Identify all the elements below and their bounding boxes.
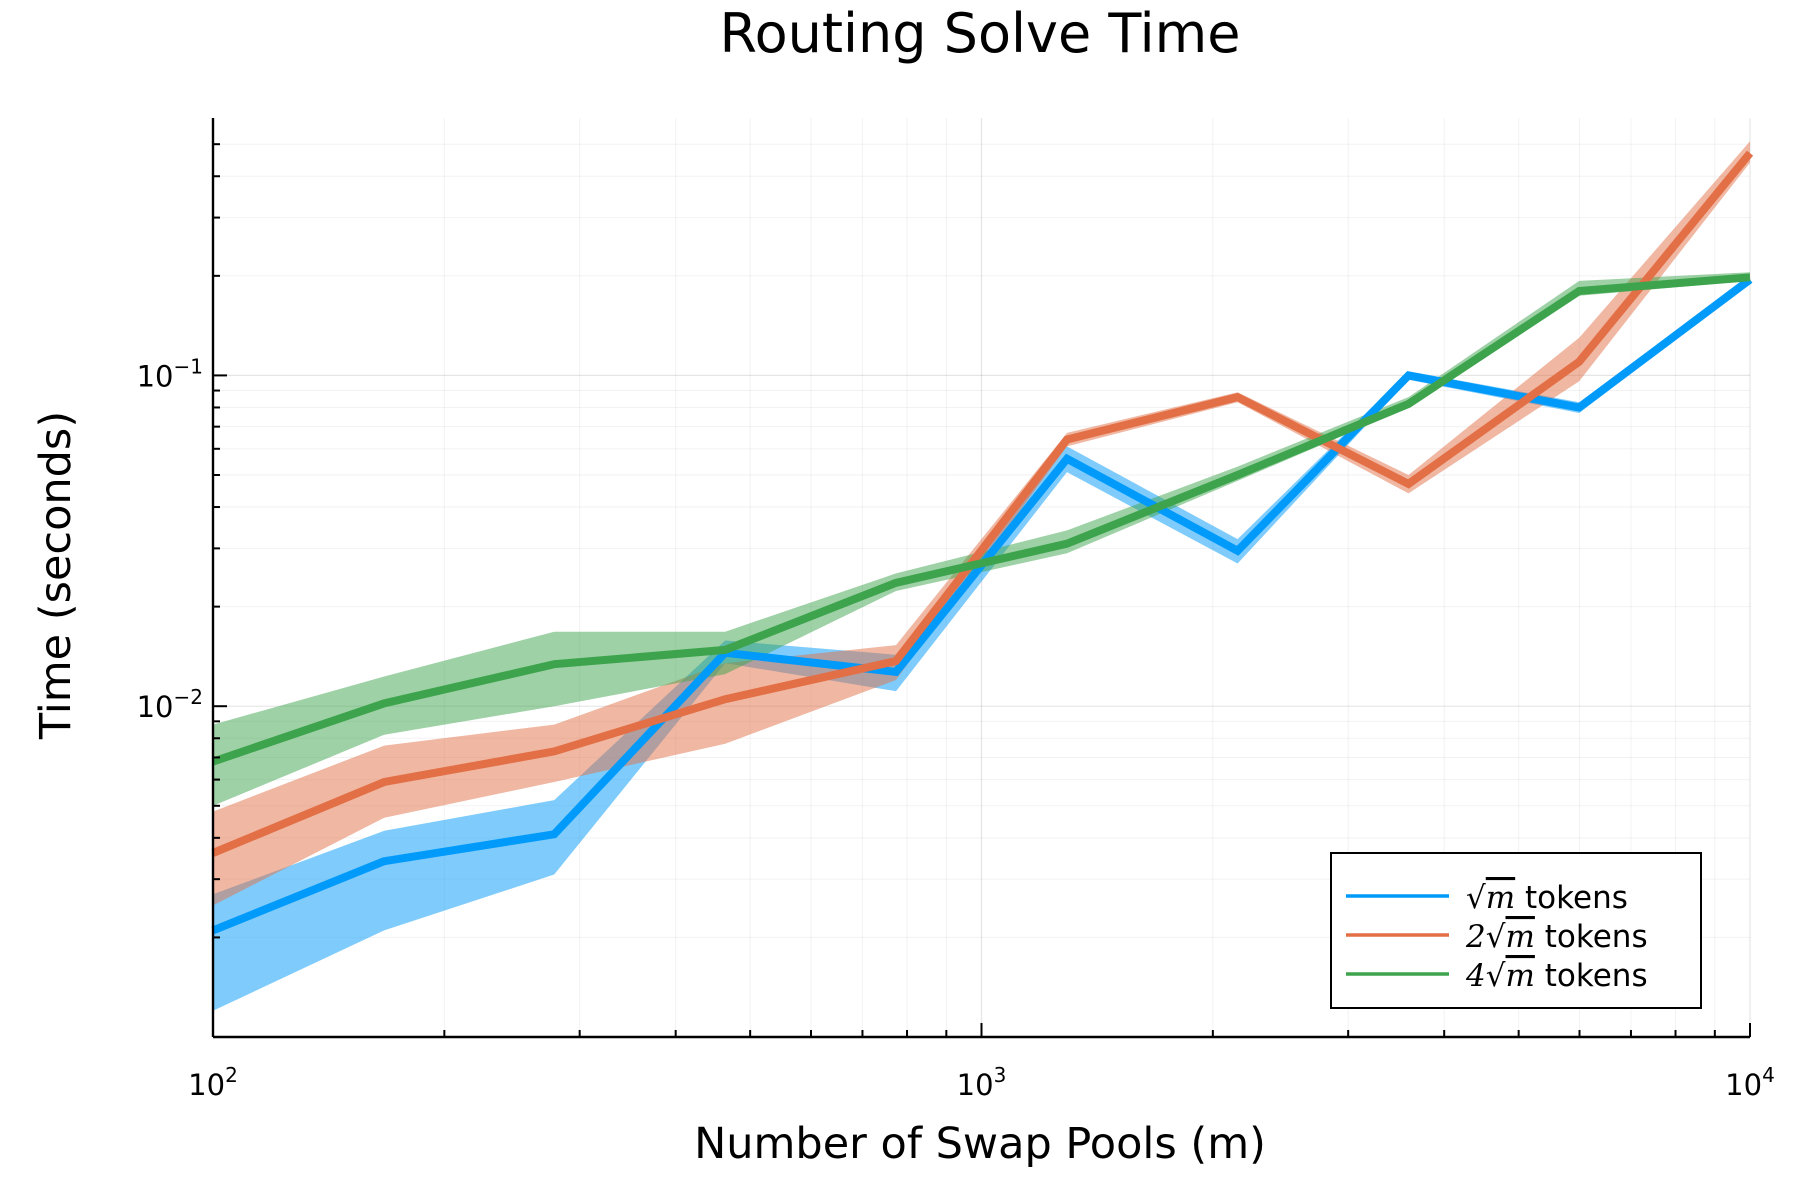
series-lines	[211, 150, 1754, 935]
band-series-2	[213, 141, 1750, 906]
y-axis-label: Time (seconds)	[31, 411, 81, 740]
line-series-2	[211, 150, 1754, 857]
x-axis-label: Number of Swap Pools (m)	[694, 1119, 1266, 1169]
x-tick-label: 103	[957, 1063, 1007, 1102]
legend-entry-2: 2√m tokens	[1465, 919, 1648, 955]
legend-box	[1330, 852, 1702, 1009]
line-series-3	[211, 273, 1751, 766]
axes	[211, 118, 1751, 1039]
y-tick-label: 10−1	[137, 354, 203, 393]
legend-entry-3: 4√m tokens	[1465, 958, 1648, 994]
y-tick-label: 10−2	[137, 685, 203, 724]
band-series-3	[213, 272, 1750, 806]
tick-labels: 102 103 104 10−2 10−1	[137, 354, 1775, 1102]
x-tick-label: 104	[1725, 1063, 1775, 1102]
chart-title: Routing Solve Time	[719, 2, 1240, 65]
band-series-1	[213, 275, 1750, 1011]
x-tick-label: 102	[188, 1063, 238, 1102]
confidence-bands	[213, 141, 1750, 1011]
legend-entry-1: √m tokens	[1466, 880, 1628, 916]
